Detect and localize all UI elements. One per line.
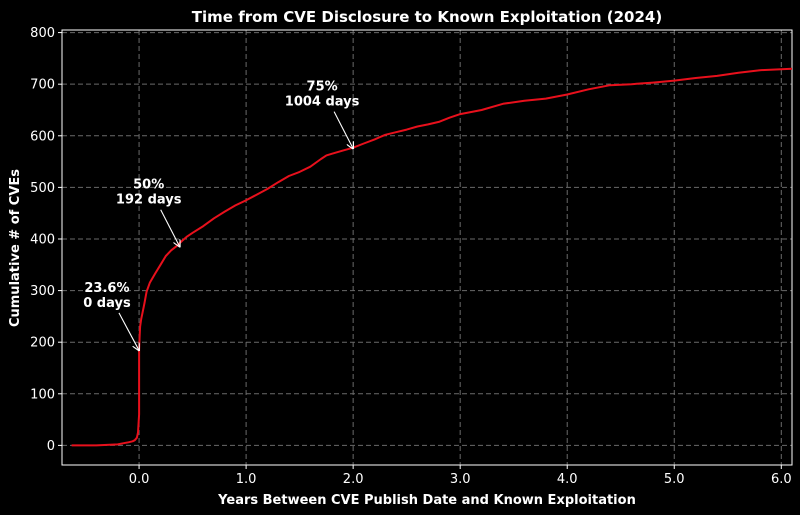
annotation-arrow — [160, 209, 180, 247]
chart-title: Time from CVE Disclosure to Known Exploi… — [192, 8, 662, 26]
annotation-arrow — [118, 312, 139, 351]
annotation-days: 0 days — [83, 296, 131, 311]
x-tick-label: 3.0 — [450, 472, 471, 487]
x-tick-label: 1.0 — [236, 472, 257, 487]
y-axis-ticks: 0 100 200 300 400 500 600 700 800 — [30, 26, 62, 454]
y-tick-label: 200 — [30, 336, 55, 351]
annotation-days: 192 days — [116, 193, 182, 208]
y-tick-label: 600 — [30, 129, 55, 144]
y-tick-label: 100 — [30, 387, 55, 402]
y-tick-label: 700 — [30, 78, 55, 93]
x-tick-label: 0.0 — [129, 472, 150, 487]
annotation-percent: 50% — [133, 178, 164, 193]
x-tick-label: 4.0 — [557, 472, 578, 487]
annotation-days: 1004 days — [285, 95, 360, 110]
x-tick-label: 5.0 — [664, 472, 685, 487]
x-tick-label: 2.0 — [343, 472, 364, 487]
y-tick-label: 500 — [30, 181, 55, 196]
annotation-arrow — [333, 111, 353, 149]
x-axis-ticks: 0.0 1.0 2.0 3.0 4.0 5.0 6.0 — [129, 465, 792, 487]
annotation-percent: 23.6% — [84, 281, 129, 296]
series-line — [71, 67, 793, 447]
annotation-percent: 75% — [307, 80, 338, 95]
plot-frame — [61, 29, 793, 466]
x-tick-label: 6.0 — [771, 472, 792, 487]
x-axis-label: Years Between CVE Publish Date and Known… — [217, 493, 636, 508]
y-axis-label: Cumulative # of CVEs — [8, 169, 23, 327]
y-tick-label: 800 — [30, 26, 55, 41]
y-tick-label: 0 — [47, 439, 55, 454]
y-tick-label: 400 — [30, 232, 55, 247]
y-tick-label: 300 — [30, 284, 55, 299]
annotations: 23.6%0 days 50%192 days 75%1004 days — [83, 80, 360, 351]
